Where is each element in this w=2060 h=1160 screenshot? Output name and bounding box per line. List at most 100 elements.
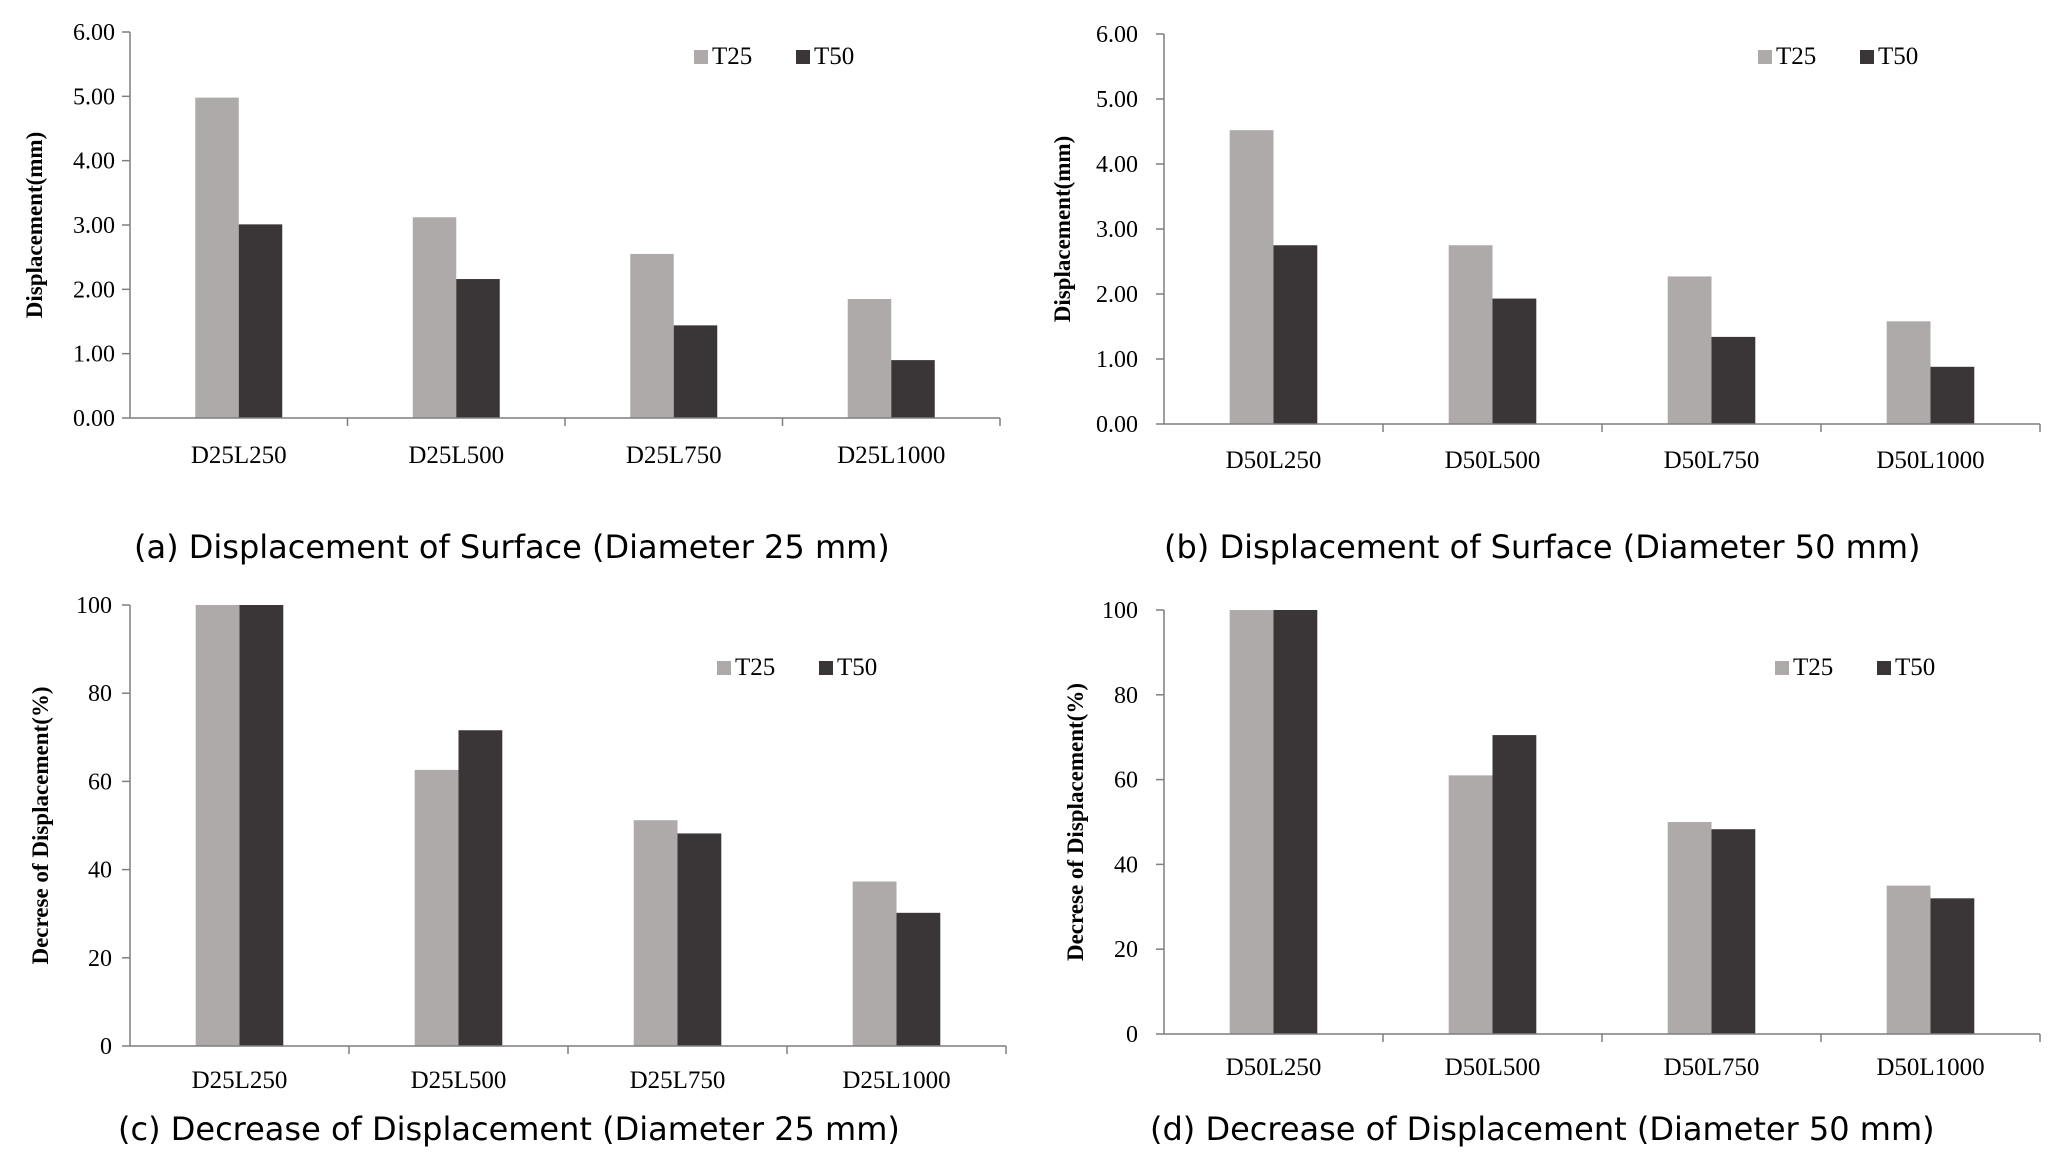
panel-c-legend-swatch-t50 [819, 661, 833, 675]
panel-a-y-tick-label: 3.00 [73, 213, 115, 239]
panel-a-bar-t50-d25l250 [238, 224, 283, 418]
panel-d-chart: 0 20 40 60 80 100 Decrese of Displacement(%) D5… [1063, 598, 2041, 1148]
panel-a-bar-t50-d25l1000 [891, 360, 935, 418]
panel-a-category-label: D25L250 [191, 442, 287, 469]
panel-b-y-tick-label: 0.00 [1096, 412, 1138, 438]
panel-b-bar-t50-d50l250 [1273, 245, 1318, 424]
panel-a-category-label: D25L1000 [837, 442, 945, 469]
panel-c-bar-t25-d25l1000 [852, 881, 897, 1046]
panel-d-bar-t50-d50l750 [1711, 829, 1756, 1034]
panel-c-legend-label-t25: T25 [735, 654, 775, 681]
panel-d-bar-t25-d50l750 [1667, 822, 1712, 1034]
panel-b-caption: (b) Displacement of Surface (Diameter 50… [1164, 528, 1920, 566]
panel-b-legend-label-t50: T50 [1878, 43, 1918, 70]
panel-c-y-axis-title: Decrese of Displacement(%) [28, 686, 53, 964]
panel-d-y-axis-title: Decrese of Displacement(%) [1063, 683, 1088, 961]
panel-a-bar-t25-d25l500 [412, 217, 457, 418]
panel-b-legend-swatch-t25 [1758, 50, 1772, 64]
panel-c-y-tick-label: 80 [88, 681, 112, 707]
panel-c-caption: (c) Decrease of Displacement (Diameter 2… [118, 1110, 900, 1148]
panel-c-category-label: D25L750 [630, 1067, 726, 1094]
panel-a-bar-t25-d25l750 [630, 253, 674, 418]
panel-c-y-tick-label: 0 [100, 1034, 112, 1060]
panel-b-bar-t50-d50l500 [1492, 298, 1537, 424]
panel-d-bar-t25-d50l500 [1448, 775, 1493, 1034]
panel-d-bar-t25-d50l250 [1229, 610, 1274, 1034]
panel-b-bar-t25-d50l750 [1667, 276, 1712, 424]
panel-a-bar-t25-d25l250 [195, 97, 239, 419]
panel-b-category-label: D50L1000 [1876, 447, 1984, 474]
panel-d-y-tick-label: 60 [1114, 768, 1138, 794]
panel-a-legend-label-t25: T25 [712, 43, 752, 70]
panel-b-legend-swatch-t50 [1860, 50, 1874, 64]
panel-c-y-tick-label: 100 [76, 593, 112, 619]
panel-a-y-tick-label: 6.00 [73, 20, 115, 46]
panel-a-category-label: D25L500 [408, 442, 504, 469]
panel-c-y-tick-label: 60 [88, 769, 112, 795]
panel-d-y-tick-label: 80 [1114, 683, 1138, 709]
panel-b-y-tick-label: 2.00 [1096, 282, 1138, 308]
panel-c-legend-swatch-t25 [717, 661, 731, 675]
panel-a-caption: (a) Displacement of Surface (Diameter 25… [134, 528, 890, 566]
panel-c-bar-t50-d25l250 [239, 605, 284, 1046]
panel-b-bar-t50-d50l750 [1711, 336, 1756, 424]
panel-d-bar-t25-d50l1000 [1886, 885, 1931, 1034]
panel-a-y-axis-title: Displacement(mm) [22, 132, 47, 319]
panel-a-legend-swatch-t50 [796, 50, 810, 64]
panel-b-bar-t25-d50l250 [1229, 130, 1274, 424]
panel-b-category-label: D50L500 [1445, 447, 1541, 474]
panel-d-legend-label-t25: T25 [1793, 654, 1833, 681]
panel-d-y-tick-label: 0 [1126, 1022, 1138, 1048]
panel-d-bar-t50-d50l250 [1273, 610, 1318, 1034]
panel-b-bar-t25-d50l500 [1448, 245, 1493, 424]
panel-a-y-tick-label: 4.00 [73, 149, 115, 175]
panel-c-category-label: D25L500 [411, 1067, 507, 1094]
panel-b-y-tick-label: 1.00 [1096, 347, 1138, 373]
panel-c-bar-t25-d25l750 [633, 820, 678, 1046]
panel-d-category-label: D50L250 [1226, 1054, 1322, 1081]
panel-a-y-tick-label: 2.00 [73, 277, 115, 303]
panel-d-legend-label-t50: T50 [1895, 654, 1935, 681]
panel-c-legend-label-t50: T50 [837, 654, 877, 681]
panel-c-bar-t50-d25l1000 [896, 912, 941, 1046]
panel-d-legend-swatch-t50 [1877, 661, 1891, 675]
panel-c-bar-t50-d25l750 [677, 833, 722, 1046]
panel-a-bar-t25-d25l1000 [847, 298, 892, 418]
panel-b-legend-label-t25: T25 [1776, 43, 1816, 70]
panel-c-bar-t50-d25l500 [458, 730, 503, 1046]
panel-a-bar-t50-d25l500 [456, 279, 500, 418]
panel-b-y-tick-label: 6.00 [1096, 22, 1138, 48]
panel-c-bar-t25-d25l250 [195, 605, 240, 1046]
panel-d-y-tick-label: 20 [1114, 937, 1138, 963]
panel-b-chart: 0.00 1.00 2.00 3.00 4.00 5.00 6.00 Displacement… [1050, 22, 2041, 566]
panel-a-y-tick-label: 0.00 [73, 406, 115, 432]
panel-c-y-tick-label: 20 [88, 946, 112, 972]
panel-b-bar-t50-d50l1000 [1930, 366, 1975, 424]
panel-d-y-tick-label: 40 [1114, 852, 1138, 878]
panel-d-caption: (d) Decrease of Displacement (Diameter 5… [1150, 1110, 1935, 1148]
panel-b-category-label: D50L750 [1664, 447, 1760, 474]
panel-b-y-tick-label: 4.00 [1096, 152, 1138, 178]
panel-d-bar-t50-d50l500 [1492, 735, 1537, 1034]
panel-d-y-tick-label: 100 [1102, 598, 1138, 624]
panel-c-y-tick-label: 40 [88, 858, 112, 884]
panel-c-category-label: D25L1000 [842, 1067, 950, 1094]
panel-a-y-tick-label: 5.00 [73, 84, 115, 110]
panel-a-y-tick-label: 1.00 [73, 342, 115, 368]
panel-b-category-label: D50L250 [1226, 447, 1322, 474]
panel-a-category-label: D25L750 [626, 442, 722, 469]
panel-d-bar-t50-d50l1000 [1930, 898, 1975, 1034]
panel-c-bar-t25-d25l500 [414, 769, 459, 1046]
panel-d-category-label: D50L750 [1664, 1054, 1760, 1081]
panel-b-bar-t25-d50l1000 [1886, 321, 1931, 424]
panel-c-category-label: D25L250 [192, 1067, 288, 1094]
panel-a-bar-t50-d25l750 [673, 325, 718, 418]
panel-d-category-label: D50L500 [1445, 1054, 1541, 1081]
panel-a-legend-swatch-t25 [694, 50, 708, 64]
panel-b-y-tick-label: 5.00 [1096, 87, 1138, 113]
panel-b-y-tick-label: 3.00 [1096, 217, 1138, 243]
panel-a-chart: 0.00 1.00 2.00 3.00 4.00 5.00 6.00 Displacement… [22, 20, 1001, 566]
panel-b-y-axis-title: Displacement(mm) [1050, 136, 1075, 323]
panel-d-category-label: D50L1000 [1876, 1054, 1984, 1081]
